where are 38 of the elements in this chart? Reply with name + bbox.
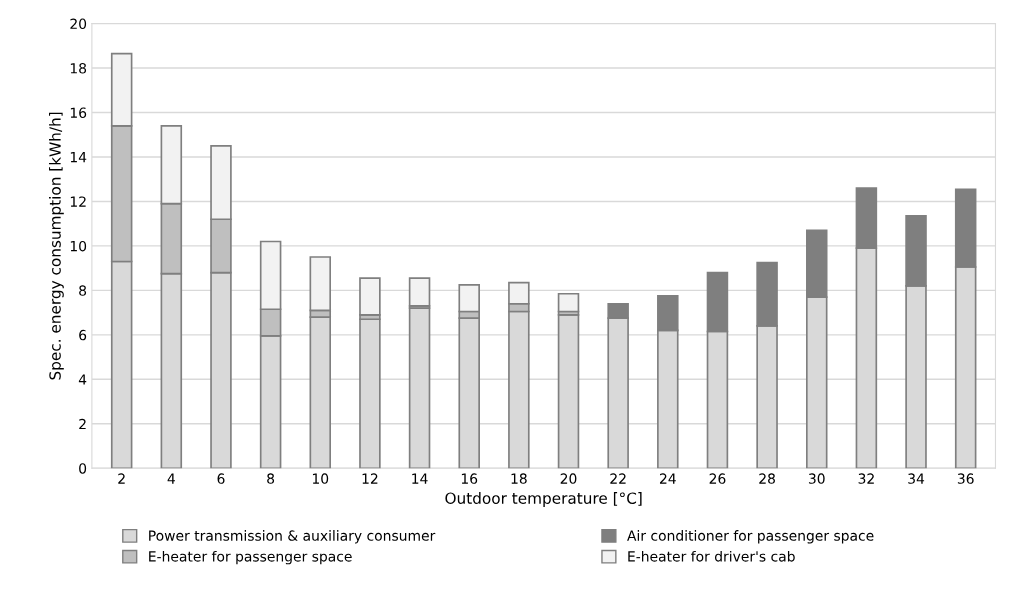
x-tick-label: 18 xyxy=(511,473,527,484)
x-tick-label: 8 xyxy=(267,473,275,484)
bar xyxy=(408,277,431,307)
y-tick-label: 16 xyxy=(70,107,87,118)
y-tick-label: 2 xyxy=(79,418,86,430)
y-tick-label: 10 xyxy=(70,240,87,252)
legend-label: E-heater for driver's cab xyxy=(628,550,795,562)
legend-label: Power transmission & auxiliary consumer xyxy=(149,530,436,544)
x-tick-label: 28 xyxy=(759,473,775,484)
x-tick-label: 34 xyxy=(908,473,925,484)
x-tick-label: 12 xyxy=(362,473,378,484)
x-tick-label: 36 xyxy=(957,473,974,484)
x-tick-label: 32 xyxy=(858,473,874,484)
x-tick-label: 16 xyxy=(461,473,478,484)
x-tick-label: 20 xyxy=(560,473,577,484)
x-tick-label: 14 xyxy=(412,473,428,484)
x-tick-label: 10 xyxy=(312,473,329,484)
y-tick-label: 18 xyxy=(70,63,87,74)
bar xyxy=(359,277,381,316)
legend-label: E-heater for passenger space xyxy=(149,550,352,565)
y-tick-label: 6 xyxy=(79,329,87,341)
x-tick-label: 2 xyxy=(118,473,125,484)
y-tick-label: 20 xyxy=(70,18,87,30)
y-axis-title: Spec. energy consumption [kWh/h] xyxy=(49,112,64,380)
x-tick-label: 22 xyxy=(610,473,626,484)
bar xyxy=(557,292,580,313)
x-tick-label: 26 xyxy=(709,473,726,484)
legend-label: Air conditioner for passenger space xyxy=(627,530,874,544)
x-axis-title: Outdoor temperature [°C] xyxy=(445,492,642,507)
y-tick-label: 4 xyxy=(78,374,87,385)
x-tick-label: 6 xyxy=(217,473,225,484)
y-tick-label: 0 xyxy=(79,463,87,474)
x-tick-label: 24 xyxy=(659,473,676,484)
y-tick-label: 14 xyxy=(70,152,87,163)
y-tick-label: 8 xyxy=(79,285,87,296)
y-tick-label: 12 xyxy=(70,196,86,207)
x-tick-label: 4 xyxy=(167,473,175,484)
x-tick-label: 30 xyxy=(808,473,825,484)
